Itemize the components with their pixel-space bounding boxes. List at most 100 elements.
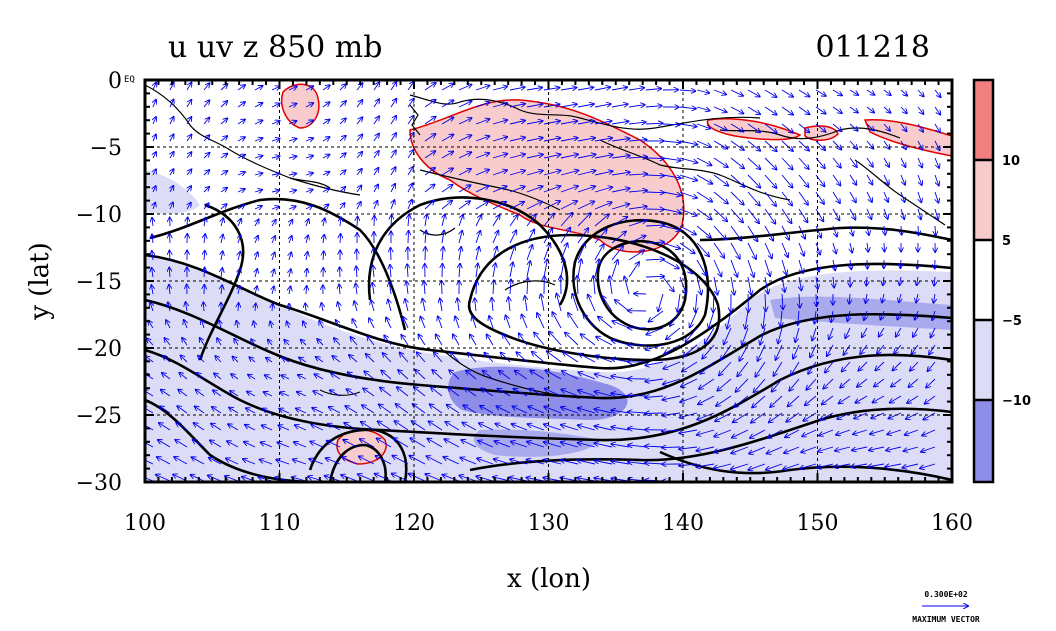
wind-vector xyxy=(682,361,698,372)
wind-vector xyxy=(696,90,709,93)
wind-vector xyxy=(458,185,471,193)
wind-vector xyxy=(342,457,358,465)
wind-vector xyxy=(271,121,280,124)
wind-vector xyxy=(679,208,697,216)
wind-vector xyxy=(713,174,728,186)
wind-vector xyxy=(628,236,646,244)
wind-vector xyxy=(492,247,497,261)
wind-vector xyxy=(271,190,279,192)
wind-vector xyxy=(465,388,477,397)
wind-vector xyxy=(611,217,627,227)
wind-vector xyxy=(800,463,817,469)
wind-vector xyxy=(305,206,312,209)
wind-vector xyxy=(866,174,873,185)
wind-vector xyxy=(392,456,409,465)
wind-vector xyxy=(407,167,413,176)
wind-vector xyxy=(840,378,851,388)
wind-vector xyxy=(611,260,618,278)
wind-vector xyxy=(645,242,664,243)
wind-vector xyxy=(442,231,444,244)
wind-vector xyxy=(288,139,297,141)
coastline xyxy=(419,227,456,236)
wind-vector xyxy=(279,409,290,414)
wind-vector xyxy=(339,285,340,295)
wind-vector xyxy=(611,246,623,261)
wind-vector xyxy=(170,134,174,142)
y-tick-label: −10 xyxy=(76,203,122,228)
wind-vector xyxy=(389,282,391,295)
wind-vector xyxy=(896,327,902,337)
wind-vector xyxy=(850,259,851,269)
wind-vector xyxy=(265,375,273,379)
wind-vector xyxy=(424,184,435,193)
wind-vector xyxy=(883,89,891,95)
wind-vector xyxy=(798,208,808,222)
wind-vector xyxy=(579,354,596,363)
wind-vector xyxy=(649,310,664,322)
wind-vector xyxy=(332,356,341,363)
wind-vector xyxy=(458,169,471,176)
equator-label: EQ xyxy=(124,75,135,85)
wind-vector xyxy=(160,406,171,414)
wind-vector xyxy=(610,276,613,295)
wind-vector xyxy=(791,361,800,375)
wind-vector xyxy=(277,442,290,448)
plot-content xyxy=(145,80,952,482)
wind-vector xyxy=(526,214,536,227)
wind-vector xyxy=(346,389,358,397)
wind-vector xyxy=(594,171,613,176)
wind-vector xyxy=(760,327,766,345)
wind-vector xyxy=(560,170,578,176)
wind-vector xyxy=(192,457,205,465)
wind-vector xyxy=(526,88,542,91)
wind-vector xyxy=(237,155,245,158)
wind-vector xyxy=(305,120,313,124)
wind-vector xyxy=(628,206,647,209)
wind-vector xyxy=(163,356,171,363)
wind-vector xyxy=(888,412,902,419)
wind-vector xyxy=(294,442,307,448)
wind-vector xyxy=(727,310,732,329)
wind-vector xyxy=(442,247,443,261)
wind-vector xyxy=(236,321,238,329)
wind-vector xyxy=(424,134,436,142)
wind-vector xyxy=(764,208,775,224)
wind-vector xyxy=(832,191,840,203)
wind-vector xyxy=(262,425,273,431)
wind-vector xyxy=(816,259,819,272)
wind-vector xyxy=(628,262,639,278)
wind-vector xyxy=(364,371,375,380)
wind-vector xyxy=(276,460,290,465)
wind-vector xyxy=(645,89,661,91)
wind-vector xyxy=(153,152,156,159)
wind-vector xyxy=(396,404,409,414)
wind-vector xyxy=(832,225,837,237)
wind-vector xyxy=(352,319,358,329)
wind-vector xyxy=(769,412,783,422)
wind-vector xyxy=(905,429,919,435)
wind-vector xyxy=(561,460,579,465)
colorbar-segment-10plus xyxy=(974,80,993,160)
wind-vector xyxy=(545,370,562,380)
y-tick-labels: 0 −5 −10 −15 −20 −25 −30 xyxy=(76,69,122,496)
wind-vector xyxy=(543,478,562,482)
wind-vector xyxy=(408,231,409,244)
coastline xyxy=(599,139,791,201)
wind-vector xyxy=(145,390,154,397)
x-tick-label: 100 xyxy=(124,511,166,536)
wind-vector xyxy=(911,344,919,354)
wind-vector xyxy=(441,168,453,176)
wind-vector xyxy=(730,106,743,114)
wind-vector xyxy=(508,297,510,312)
wind-vector xyxy=(440,299,442,312)
colorbar-label: 10 xyxy=(1002,154,1020,169)
colorbar-segment-minus10 xyxy=(974,400,993,482)
wind-vector xyxy=(519,333,528,346)
wind-vector xyxy=(212,407,222,414)
wind-vector xyxy=(560,213,573,227)
wind-vector xyxy=(443,457,460,465)
wind-vector xyxy=(455,316,460,329)
wind-vector xyxy=(237,85,245,91)
wind-vector xyxy=(409,456,426,465)
wind-vector xyxy=(314,374,324,380)
